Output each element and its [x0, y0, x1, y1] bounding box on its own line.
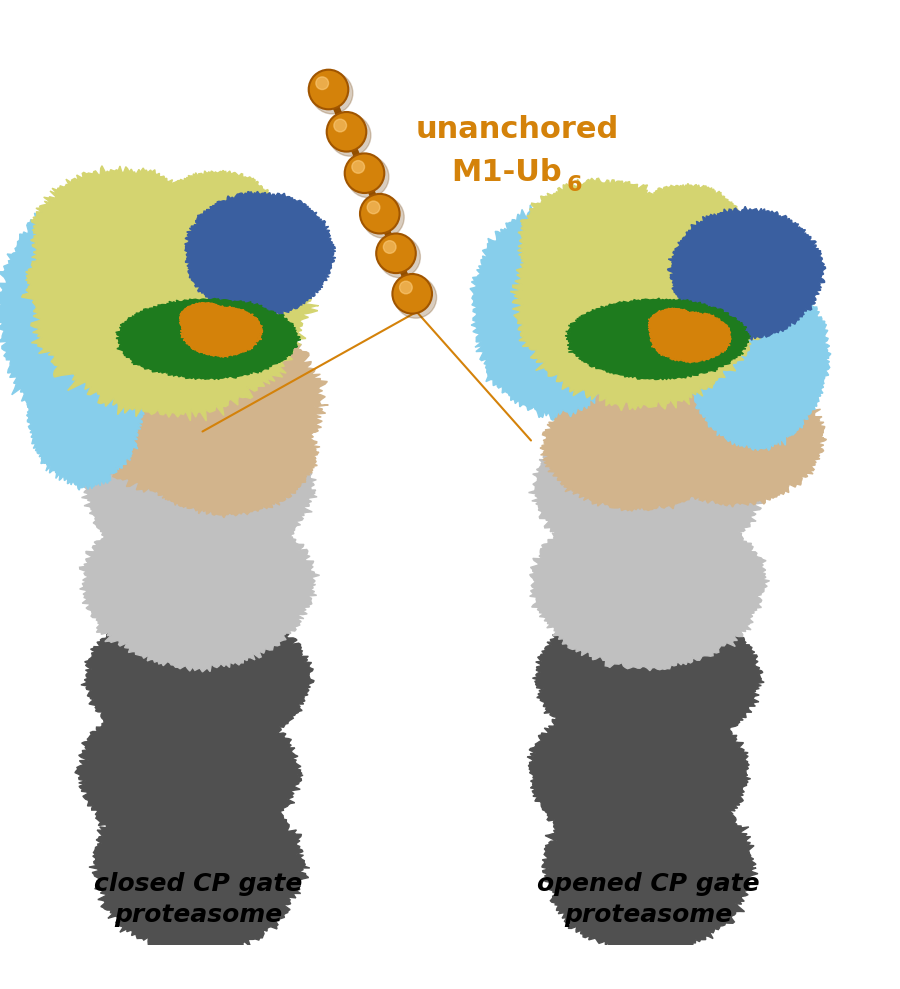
- Polygon shape: [82, 411, 317, 572]
- Polygon shape: [31, 166, 220, 316]
- Polygon shape: [668, 207, 825, 340]
- Polygon shape: [565, 299, 751, 380]
- Polygon shape: [26, 243, 126, 321]
- Polygon shape: [22, 194, 319, 421]
- Polygon shape: [547, 305, 810, 498]
- Circle shape: [383, 240, 396, 253]
- Circle shape: [329, 115, 371, 156]
- Polygon shape: [527, 688, 751, 857]
- Polygon shape: [79, 498, 320, 672]
- Polygon shape: [542, 781, 758, 956]
- Polygon shape: [528, 410, 765, 571]
- Polygon shape: [180, 306, 263, 357]
- Circle shape: [379, 236, 420, 278]
- Polygon shape: [648, 308, 698, 343]
- Circle shape: [367, 201, 380, 214]
- Polygon shape: [684, 265, 831, 450]
- Polygon shape: [533, 602, 764, 758]
- Polygon shape: [649, 312, 731, 363]
- Polygon shape: [0, 193, 186, 437]
- Polygon shape: [81, 601, 314, 757]
- Text: unanchored: unanchored: [416, 116, 619, 144]
- Text: 6: 6: [566, 175, 582, 195]
- Circle shape: [334, 119, 346, 132]
- Polygon shape: [641, 371, 826, 507]
- Polygon shape: [518, 178, 687, 312]
- Polygon shape: [530, 499, 770, 671]
- Polygon shape: [26, 331, 146, 490]
- Circle shape: [309, 69, 348, 110]
- Circle shape: [395, 277, 436, 318]
- Polygon shape: [75, 692, 303, 856]
- Text: M1-Ub: M1-Ub: [452, 158, 562, 187]
- Polygon shape: [179, 303, 230, 338]
- Polygon shape: [627, 184, 745, 279]
- Polygon shape: [89, 780, 310, 956]
- Polygon shape: [72, 306, 328, 505]
- Circle shape: [360, 194, 400, 233]
- Circle shape: [400, 281, 412, 294]
- Circle shape: [327, 112, 366, 151]
- Polygon shape: [470, 200, 637, 420]
- Circle shape: [311, 72, 353, 114]
- Polygon shape: [132, 389, 320, 517]
- Polygon shape: [116, 299, 301, 380]
- Circle shape: [363, 197, 404, 238]
- Polygon shape: [510, 204, 768, 410]
- Circle shape: [376, 233, 416, 273]
- Text: closed CP gate
proteasome: closed CP gate proteasome: [94, 871, 302, 928]
- Circle shape: [345, 153, 384, 193]
- Circle shape: [347, 156, 389, 198]
- Circle shape: [316, 77, 328, 90]
- Text: opened CP gate
proteasome: opened CP gate proteasome: [536, 871, 760, 928]
- Polygon shape: [153, 170, 283, 272]
- Polygon shape: [540, 384, 738, 511]
- Circle shape: [352, 160, 365, 173]
- Polygon shape: [184, 191, 336, 317]
- Circle shape: [392, 274, 432, 314]
